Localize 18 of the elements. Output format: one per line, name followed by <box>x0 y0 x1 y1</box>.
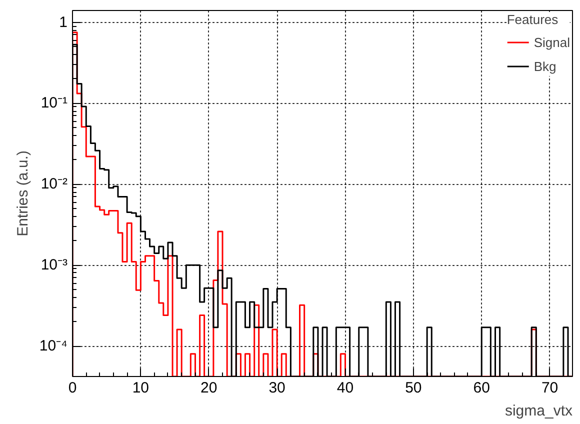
legend-label: Signal <box>534 34 570 50</box>
legend-title: Features <box>506 12 560 27</box>
x-tick-label: 20 <box>200 380 218 396</box>
x-tick-label: 50 <box>405 380 422 396</box>
x-tick-label: 30 <box>268 380 286 396</box>
y-tick-label: 10⁻¹ <box>40 94 68 112</box>
legend-label: Bkg <box>534 58 556 74</box>
x-tick-label: 10 <box>132 380 150 396</box>
x-tick-label: 60 <box>473 380 490 396</box>
y-tick-label: 10⁻³ <box>40 256 68 274</box>
y-tick-label: 10⁻² <box>40 176 68 193</box>
x-axis-title: sigma_vtx <box>504 402 573 420</box>
y-tick-label: 1 <box>59 14 68 31</box>
y-axis-title: Entries (a.u.) <box>14 150 32 236</box>
x-tick-label: 70 <box>541 380 558 396</box>
y-tick-label: 10⁻⁴ <box>39 338 68 355</box>
x-tick-label: 0 <box>68 380 77 396</box>
x-tick-label: 40 <box>336 380 354 396</box>
